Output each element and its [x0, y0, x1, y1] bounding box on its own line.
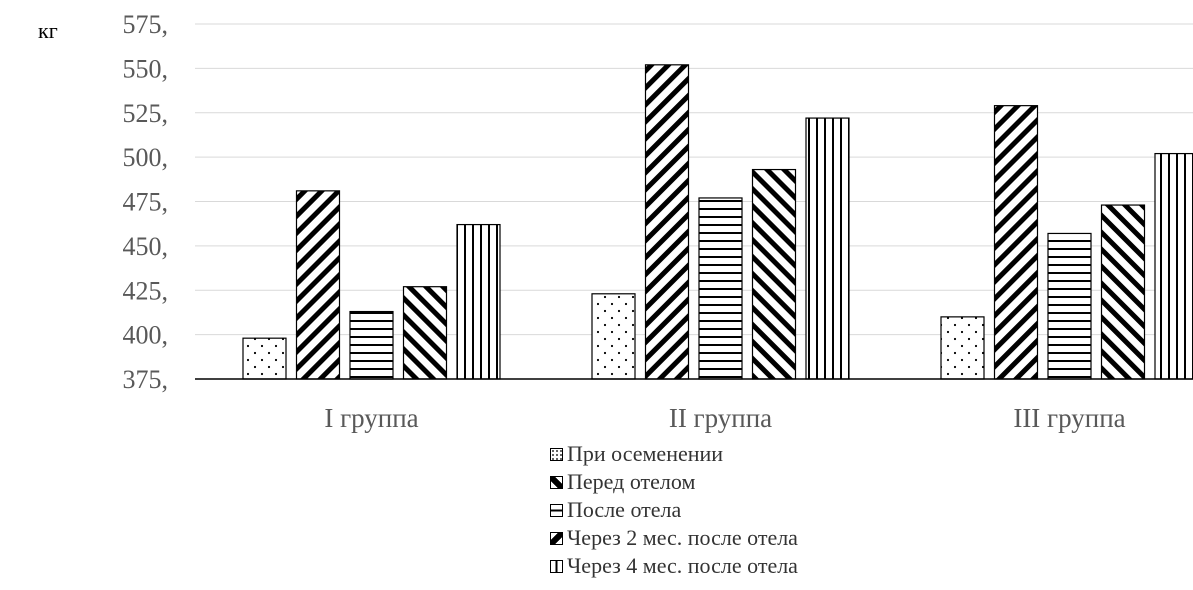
y-tick-label: 450, — [123, 232, 169, 261]
legend-label: Через 4 мес. после отела — [567, 553, 798, 578]
x-tick-label: III группа — [1013, 403, 1125, 433]
legend-label: При осеменении — [567, 441, 724, 466]
x-tick-label: I группа — [324, 403, 418, 433]
y-axis-tick-labels: 375, 400, 425, 450, 475, 500, 525, 550, 575, — [123, 10, 169, 394]
bar — [402, 286, 448, 380]
bar — [349, 310, 394, 380]
y-tick-label: 375, — [123, 365, 169, 394]
legend-label: После отела — [567, 497, 682, 522]
x-tick-label: II группа — [669, 403, 772, 433]
legend-label: Перед отелом — [567, 469, 696, 494]
bar — [1047, 232, 1092, 380]
legend-item: Через 4 мес. после отела — [550, 552, 798, 580]
bar-chart: 375, 400, 425, 450, 475, 500, 525, 550, 575, I г… — [123, 10, 1193, 433]
legend: При осеменении Перед отелом После отела Чер… — [550, 440, 798, 580]
bar — [591, 293, 636, 380]
bar — [644, 64, 690, 380]
bar — [940, 316, 985, 380]
bar — [456, 223, 501, 380]
bar — [698, 197, 743, 380]
y-axis-unit-label: кг — [38, 18, 58, 43]
y-tick-label: 575, — [123, 10, 169, 39]
legend-swatch — [550, 559, 563, 573]
y-tick-label: 500, — [123, 143, 169, 172]
y-tick-label: 475, — [123, 188, 169, 217]
x-axis-category-labels: I группа II группа III группа — [324, 403, 1125, 433]
legend-swatch — [550, 447, 563, 461]
bar — [1100, 204, 1146, 380]
legend-item: Перед отелом — [550, 468, 798, 496]
y-tick-label: 550, — [123, 54, 169, 83]
y-tick-label: 400, — [123, 321, 169, 350]
bars — [242, 64, 1193, 380]
legend-label: Через 2 мес. после отела — [567, 525, 798, 550]
y-tick-label: 425, — [123, 276, 169, 305]
legend-item: Через 2 мес. после отела — [550, 524, 798, 552]
bar — [993, 105, 1039, 380]
legend-swatch — [550, 475, 563, 489]
y-tick-label: 525, — [123, 99, 169, 128]
legend-swatch — [550, 531, 563, 545]
bar — [295, 190, 341, 380]
bar — [242, 337, 287, 380]
gridlines — [195, 23, 1193, 336]
legend-item: При осеменении — [550, 440, 798, 468]
bar — [1154, 152, 1193, 380]
bar — [751, 168, 797, 380]
legend-swatch — [550, 503, 563, 517]
bar — [805, 117, 850, 380]
legend-item: После отела — [550, 496, 798, 524]
